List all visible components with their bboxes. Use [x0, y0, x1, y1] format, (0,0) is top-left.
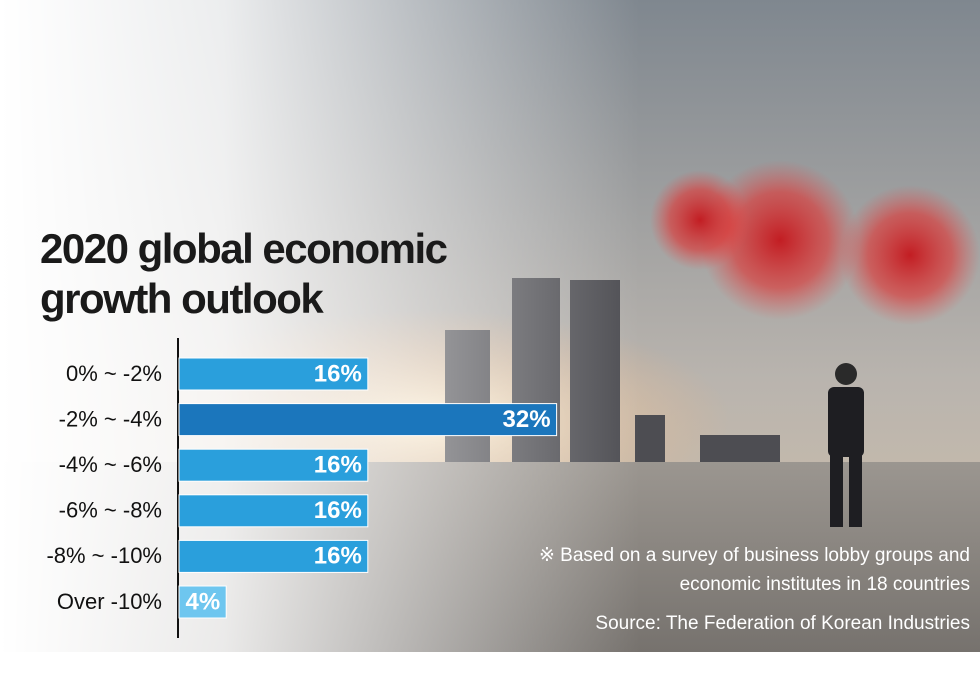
- category-label: Over -10%: [57, 589, 162, 614]
- category-label: -6% ~ -8%: [59, 498, 162, 523]
- man: [828, 363, 864, 527]
- bar-value-label: 32%: [503, 406, 551, 433]
- title-line: 2020 global economic: [40, 225, 448, 272]
- man-head: [835, 363, 857, 385]
- left-fade: [0, 0, 640, 689]
- bar-value-label: 16%: [314, 360, 362, 387]
- bar-value-label: 16%: [314, 452, 362, 479]
- bar-value-label: 16%: [314, 543, 362, 570]
- bar: [178, 403, 558, 437]
- note: ※ Based on a survey of business lobby gr…: [539, 545, 970, 566]
- virus: [650, 170, 750, 270]
- man-body: [828, 387, 864, 457]
- man-leg: [849, 455, 862, 527]
- bar: [178, 357, 369, 391]
- bar: [178, 494, 369, 528]
- category-label: -8% ~ -10%: [46, 543, 162, 568]
- bar: [178, 585, 227, 619]
- title-line: growth outlook: [40, 275, 324, 322]
- category-label: -2% ~ -4%: [59, 406, 162, 431]
- man-leg: [830, 455, 843, 527]
- bar: [178, 539, 369, 573]
- source: Source: The Federation of Korean Industr…: [595, 613, 970, 634]
- category-label: 0% ~ -2%: [66, 361, 162, 386]
- bar-value-label: 16%: [314, 497, 362, 524]
- bar-value-label: 4%: [186, 588, 221, 615]
- bar: [178, 448, 369, 482]
- building: [700, 435, 780, 462]
- category-label: -4% ~ -6%: [59, 452, 162, 477]
- virus: [840, 185, 980, 325]
- bottom-band: [0, 652, 980, 689]
- note: economic institutes in 18 countries: [680, 574, 970, 595]
